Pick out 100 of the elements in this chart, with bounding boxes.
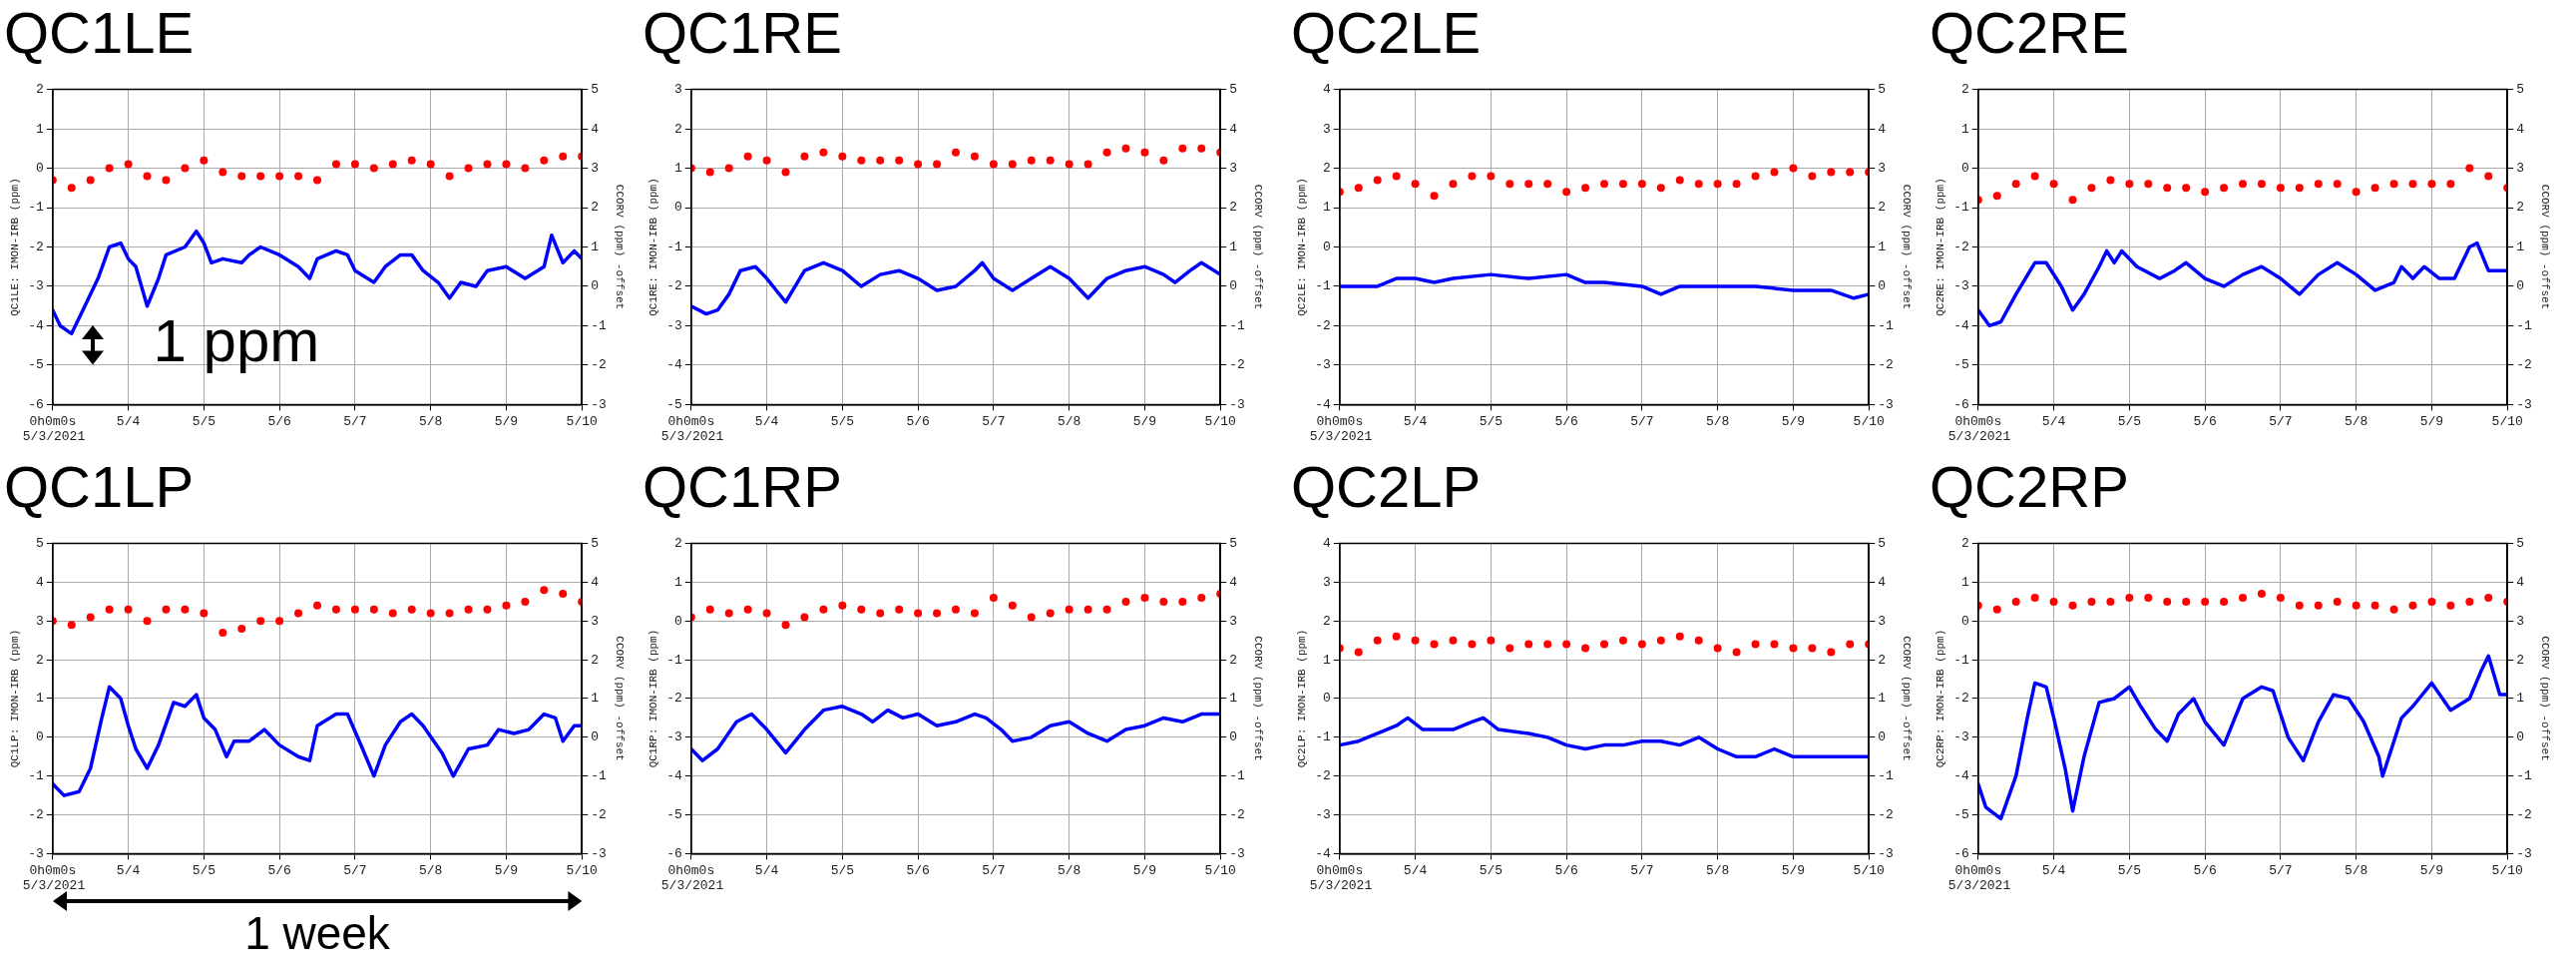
x-tick-label: 5/4	[2041, 862, 2066, 878]
y2-tick-label: -2	[2516, 806, 2532, 822]
point	[2427, 180, 2436, 189]
text: 5/3/2021	[1309, 878, 1373, 894]
y-tick-label: -2	[666, 278, 682, 294]
y-tick-label: 2	[673, 536, 682, 552]
y-tick-label: -3	[1953, 729, 1969, 745]
y2-tick-label: 4	[591, 574, 600, 590]
point	[2087, 597, 2096, 606]
y-tick-label: -5	[666, 806, 682, 822]
y2-tick-label: 3	[2516, 160, 2525, 176]
point	[275, 172, 284, 181]
y2-tick-label: 0	[591, 278, 600, 294]
y2-tick-label: 5	[591, 536, 600, 552]
y2-tick-label: 4	[1229, 121, 1238, 137]
y2-tick-label: -1	[2516, 768, 2532, 784]
y2-tick-label: -3	[591, 396, 607, 412]
chart-title: QC1LE	[4, 0, 195, 65]
y-tick-label: -6	[1953, 396, 1969, 412]
point	[502, 160, 511, 169]
point	[1694, 180, 1703, 189]
point	[1487, 172, 1496, 181]
y2-tick-label: 0	[1229, 278, 1238, 294]
point	[2465, 597, 2474, 606]
text: 5/3/2021	[1947, 878, 2011, 894]
x-tick-label: 5/9	[1132, 862, 1157, 878]
y-tick-label: 2	[1960, 536, 1969, 552]
y-tick-label: -1	[666, 239, 682, 254]
point	[2314, 180, 2323, 189]
point	[2030, 593, 2039, 602]
point	[724, 164, 733, 173]
x-tick-label: 5/4	[2041, 413, 2066, 429]
y-tick-label: -1	[1315, 729, 1331, 745]
point	[124, 160, 133, 169]
y-tick-label: 1	[35, 691, 44, 707]
point	[2068, 601, 2077, 610]
point	[2370, 601, 2379, 610]
y2-tick-label: -2	[1878, 806, 1894, 822]
point	[2257, 590, 2266, 599]
point	[294, 609, 303, 618]
x-tick-label: 5/4	[1403, 862, 1428, 878]
y2-tick-label: 0	[2516, 729, 2525, 745]
point	[1505, 180, 1514, 189]
point	[1713, 180, 1722, 189]
point	[559, 590, 568, 599]
point	[1449, 180, 1458, 189]
y-tick-label: 0	[1322, 239, 1331, 254]
y-tick-label: -2	[1953, 239, 1969, 254]
x-tick-label: 5/8	[1705, 862, 1730, 878]
x-tick-label: 5/6	[267, 862, 291, 878]
text: 5/3/2021	[22, 878, 86, 894]
x-tick-label: 5/10	[1204, 862, 1236, 878]
y-tick-label: 3	[35, 613, 44, 629]
x-tick-label: 5/5	[1479, 413, 1503, 429]
point	[705, 168, 714, 177]
point	[1373, 176, 1382, 185]
y2-tick-label: 1	[591, 239, 600, 254]
y2-axis-title: CCORV (ppm) -offset	[1901, 184, 1914, 310]
annotation: 1 ppm	[153, 306, 320, 374]
y-axis-title: QC1LE: IMON-IRB (ppm)	[8, 178, 21, 316]
y2-tick-label: 4	[1878, 574, 1887, 590]
point	[781, 168, 790, 177]
point	[313, 176, 321, 185]
y2-axis-title: CCORV (ppm) -offset	[614, 636, 627, 761]
y-axis-title: QC2RP: IMON-IRB (ppm)	[1933, 629, 1946, 768]
y-tick-label: -3	[666, 729, 682, 745]
y-tick-label: -5	[1953, 357, 1969, 373]
y-tick-label: -2	[1953, 691, 1969, 707]
point	[2389, 605, 2398, 614]
point	[2125, 593, 2134, 602]
point	[2276, 184, 2285, 193]
x-tick-label: 5/6	[906, 862, 930, 878]
point	[2333, 180, 2342, 189]
y-tick-label: -4	[28, 317, 44, 333]
y2-tick-label: 2	[1878, 200, 1887, 216]
y2-tick-label: 0	[1878, 729, 1887, 745]
y-tick-label: -1	[1953, 200, 1969, 216]
x-tick-label: 0h0m0s	[1316, 413, 1364, 429]
y-tick-label: -3	[1315, 806, 1331, 822]
point	[1411, 180, 1420, 189]
y-tick-label: 2	[673, 121, 682, 137]
text: 5/3/2021	[1309, 429, 1373, 445]
point	[989, 160, 998, 169]
x-tick-label: 0h0m0s	[1954, 413, 2002, 429]
point	[483, 605, 492, 614]
y-tick-label: 0	[1960, 613, 1969, 629]
point	[2239, 593, 2247, 602]
point	[181, 605, 190, 614]
y2-tick-label: -3	[1878, 845, 1894, 861]
point	[162, 605, 171, 614]
point	[1027, 156, 1036, 165]
x-tick-label: 5/7	[343, 413, 367, 429]
y2-tick-label: 4	[2516, 121, 2525, 137]
text: 5/3/2021	[660, 878, 724, 894]
y2-tick-label: -2	[1229, 357, 1245, 373]
y-tick-label: 3	[1322, 121, 1331, 137]
x-tick-label: 5/8	[1057, 413, 1081, 429]
point	[426, 609, 435, 618]
y2-axis-title: CCORV (ppm) -offset	[2539, 184, 2552, 310]
y-tick-label: -4	[1953, 768, 1969, 784]
